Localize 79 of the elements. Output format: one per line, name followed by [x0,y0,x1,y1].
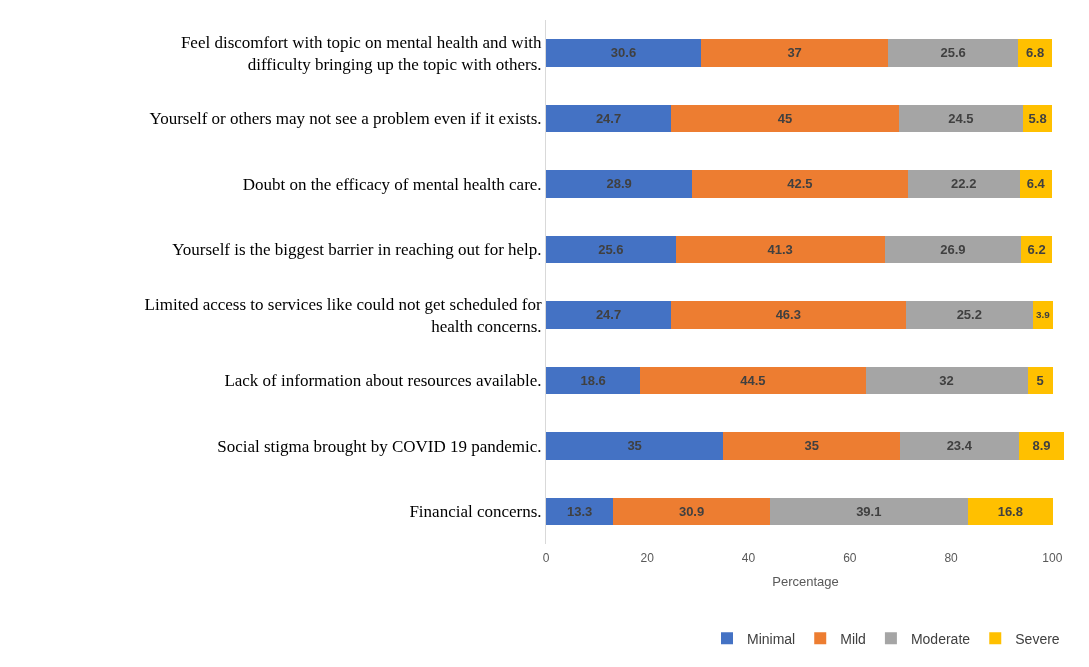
data-label: 28.9 [606,176,632,192]
data-label: 37 [787,45,802,61]
bar [671,301,906,329]
bar [546,104,672,133]
data-label: 39.1 [856,503,882,519]
data-label: 5.8 [1028,110,1047,126]
bar [1033,301,1053,329]
data-label: 22.2 [951,176,977,192]
x-tick-label: 80 [944,551,959,566]
y-tick-label: Lack of information about resources available. [224,371,542,391]
data-label: 30.9 [678,503,705,519]
data-label: 25.6 [598,241,624,257]
x-axis-title: Percentage [772,574,839,589]
bar [692,170,908,198]
bar [905,301,1034,329]
y-tick-label: Limited access to services like could not get scheduled for health concerns. [144,294,542,336]
data-label: 35 [627,438,642,454]
data-label: 8.9 [1032,438,1051,454]
legend-label: Moderate [910,630,971,647]
y-tick-label: Doubt on the efficacy of mental health care. [242,174,542,194]
legend-label: Severe [1015,630,1060,647]
data-label: 5 [1036,372,1044,388]
data-label: 24.7 [595,307,622,323]
x-tick-label: 0 [542,551,550,566]
data-label: 3.9 [1036,309,1051,321]
bar [769,497,968,526]
data-label: 32 [939,372,954,388]
y-tick-label: Social stigma brought by COVID 19 pandemic. [217,436,542,456]
bar [613,497,770,526]
data-label: 24.7 [595,110,622,126]
y-tick-label: Yourself is the biggest barrier in reaching out for help. [172,240,542,260]
data-label: 30.6 [610,45,637,61]
data-label: 6.8 [1026,45,1045,61]
bar [898,104,1023,133]
data-label: 45 [777,110,793,126]
bar [546,235,676,264]
data-label: 6.2 [1027,241,1046,257]
data-label: 6.4 [1026,176,1046,192]
bar [640,366,866,395]
bar [967,497,1053,526]
x-tick-label: 60 [843,551,857,566]
data-label: 24.5 [948,110,974,126]
bar [546,366,641,395]
bar [546,301,672,329]
data-label: 13.3 [567,503,593,519]
bar [907,170,1020,198]
data-label: 42.5 [787,176,813,192]
data-label: 26.9 [940,241,966,257]
bar [723,432,901,460]
bar [1018,432,1064,460]
data-label: 16.8 [997,503,1023,519]
legend-label: Minimal [747,630,796,647]
bar [1027,366,1053,395]
data-label: 35 [804,438,820,454]
data-label: 41.3 [767,241,793,257]
data-label: 18.6 [580,372,606,388]
data-label: 44.5 [740,372,766,388]
data-label: 25.2 [956,307,982,323]
x-tick-label: 100 [1042,551,1063,566]
x-tick-label: 40 [741,551,756,566]
data-label: 46.3 [775,307,801,323]
bar [671,104,899,133]
bar [546,39,701,67]
bar [865,366,1028,395]
bar [700,39,889,67]
bar [675,235,885,264]
bar [888,39,1018,67]
bar [546,432,724,460]
bar [900,432,1019,460]
bar [546,497,614,526]
bar [546,170,693,198]
x-tick-label: 20 [640,551,655,566]
data-label: 23.4 [946,438,973,454]
data-label: 25.6 [940,45,966,61]
y-tick-label: Financial concerns. [409,502,542,522]
bar [884,235,1021,264]
legend-label: Mild [840,630,866,647]
y-tick-label: Yourself or others may not see a problem even if it exists. [149,109,542,129]
y-tick-label: Feel discomfort with topic on mental health and with difficulty bringing up the topic with others. [180,32,543,74]
